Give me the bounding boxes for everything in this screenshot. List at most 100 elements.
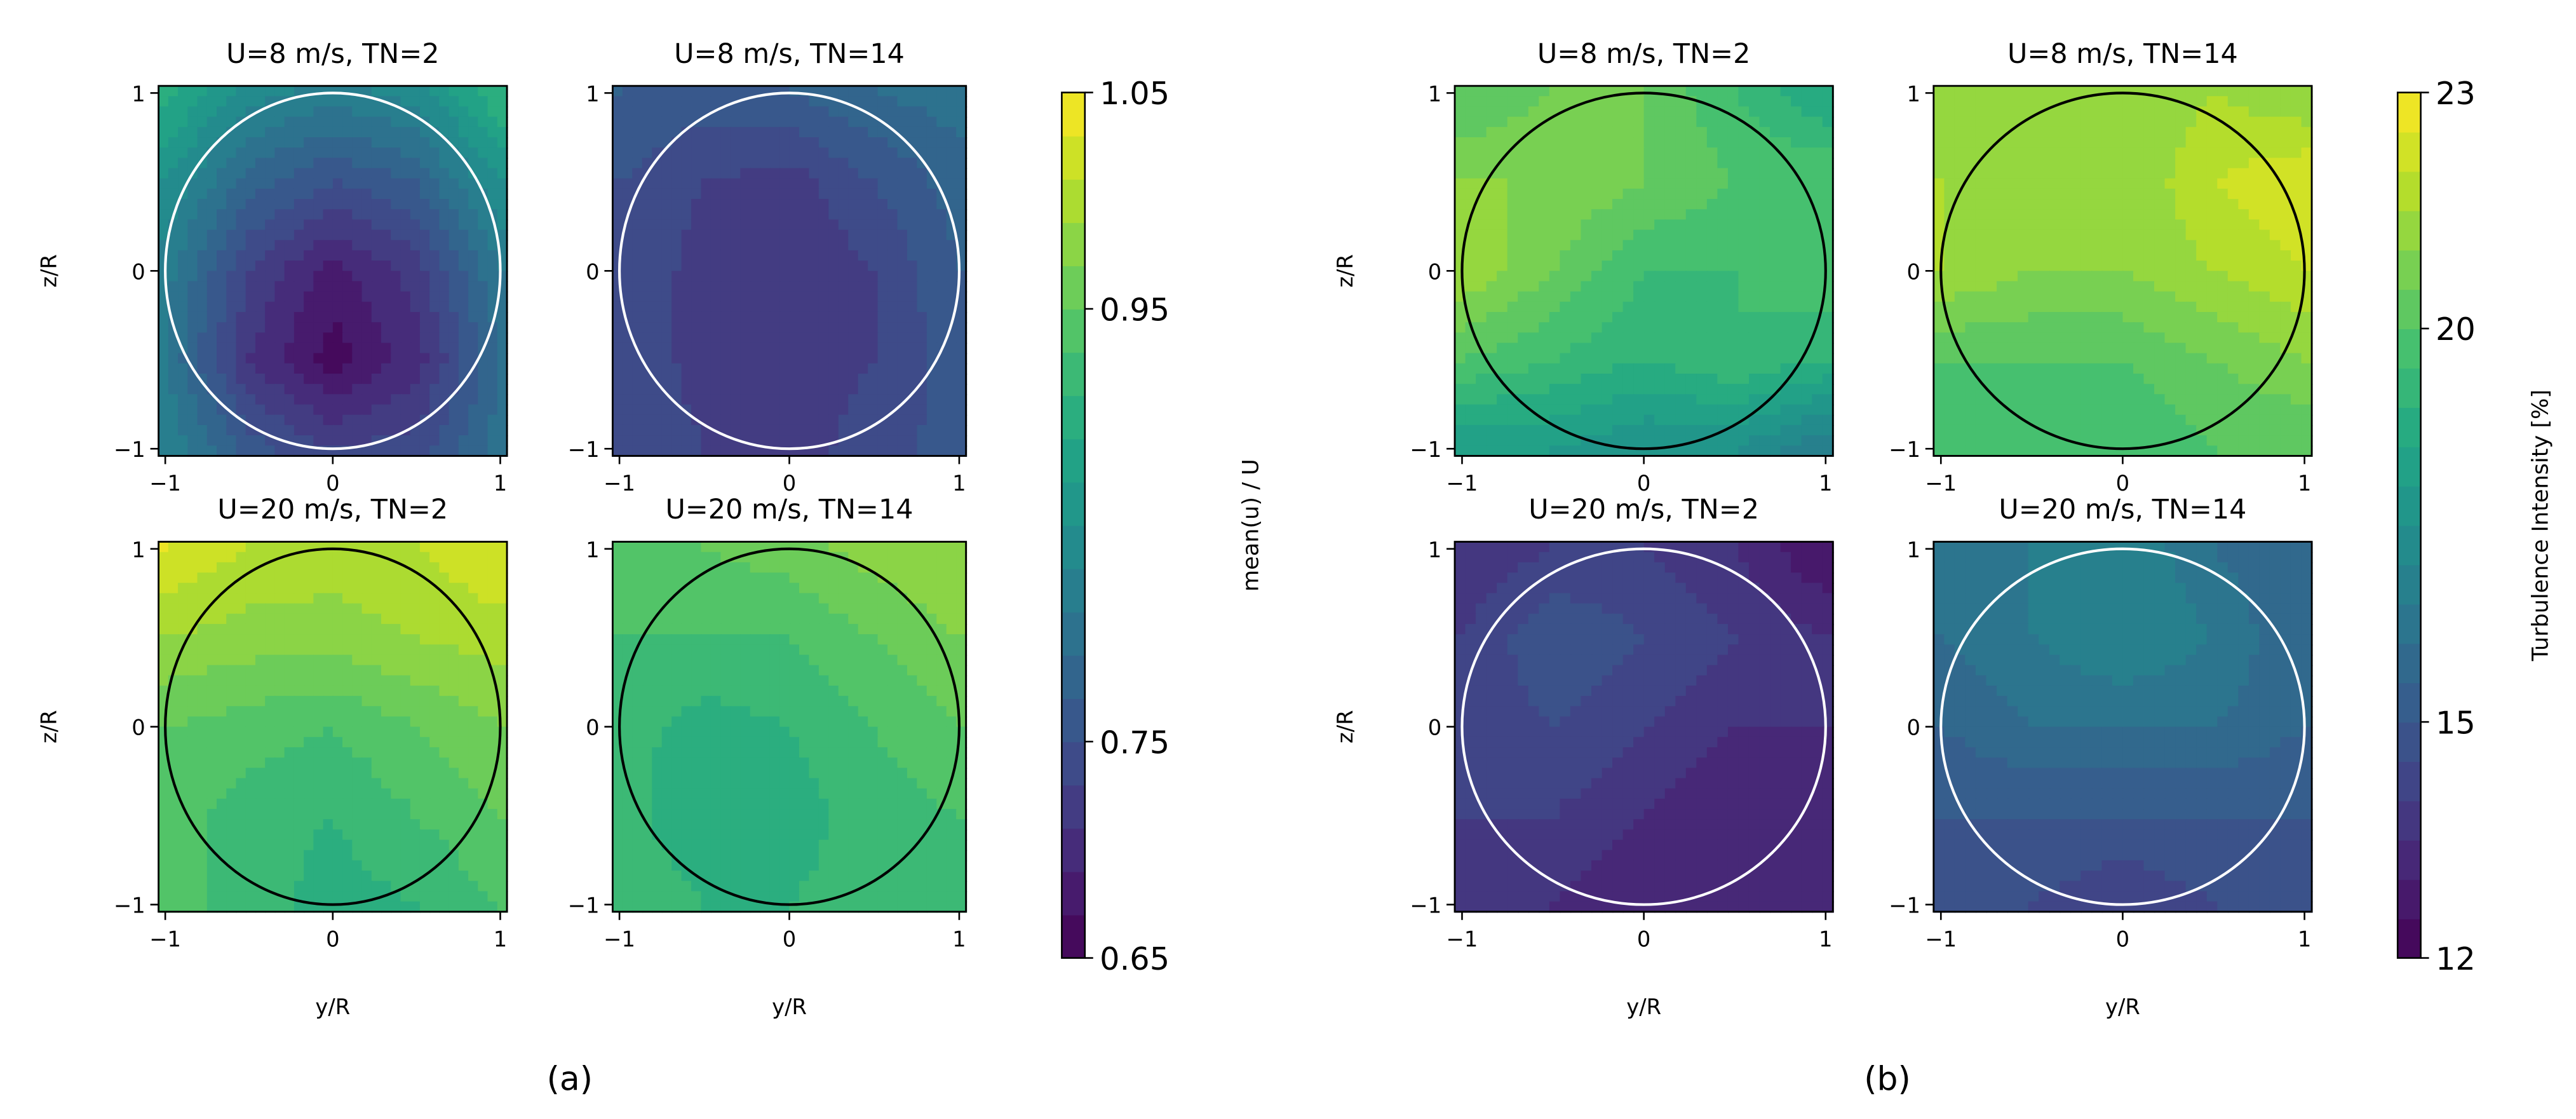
- contour-cell: [907, 829, 918, 841]
- contour-cell: [858, 778, 869, 790]
- contour-cell: [429, 188, 440, 200]
- contour-cell: [352, 675, 363, 687]
- contour-cell: [178, 394, 189, 406]
- contour-cell: [323, 613, 334, 625]
- contour-cell: [410, 219, 421, 231]
- contour-cell: [342, 147, 353, 159]
- contour-cell: [907, 583, 918, 594]
- contour-cell: [400, 342, 412, 355]
- contour-cell: [400, 696, 412, 707]
- contour-cell: [760, 829, 771, 841]
- contour-cell: [323, 768, 334, 780]
- contour-cell: [197, 860, 208, 872]
- contour-cell: [710, 86, 722, 97]
- contour-cell: [178, 541, 189, 553]
- contour-cell: [284, 311, 295, 323]
- contour-cell: [419, 271, 431, 283]
- contour-cell: [868, 374, 879, 385]
- contour-cell: [877, 137, 889, 149]
- contour-cell: [361, 552, 373, 564]
- contour-cell: [419, 736, 431, 749]
- contour-cell: [907, 384, 918, 395]
- contour-cell: [661, 696, 673, 707]
- contour-cell: [410, 209, 421, 220]
- contour-cell: [642, 311, 653, 323]
- contour-cell: [284, 726, 295, 738]
- contour-cell: [332, 394, 344, 406]
- contour-cell: [197, 696, 208, 707]
- contour-cell: [458, 583, 469, 594]
- contour-cell: [701, 250, 712, 262]
- contour-cell: [642, 240, 653, 252]
- contour-cell: [809, 634, 820, 646]
- contour-cell: [361, 562, 373, 574]
- contour-cell: [206, 199, 218, 210]
- contour-cell: [313, 363, 325, 375]
- contour-cell: [458, 778, 469, 790]
- contour-cell: [642, 281, 653, 293]
- contour-cell: [622, 613, 633, 625]
- contour-cell: [429, 573, 440, 584]
- contour-cell: [671, 716, 683, 728]
- contour-cell: [439, 435, 450, 447]
- contour-cell: [838, 736, 849, 749]
- contour-cell: [720, 271, 732, 283]
- contour-cell: [236, 736, 247, 749]
- contour-cell: [439, 757, 450, 769]
- contour-cell: [226, 445, 238, 457]
- contour-cell: [838, 394, 849, 406]
- contour-cell: [236, 374, 247, 385]
- contour-cell: [818, 199, 830, 210]
- contour-cell: [313, 168, 325, 180]
- contour-cell: [946, 374, 957, 385]
- contour-cell: [187, 116, 199, 128]
- contour-cell: [217, 654, 227, 667]
- contour-cell: [400, 809, 412, 820]
- contour-cell: [313, 850, 325, 862]
- contour-cell: [206, 291, 218, 303]
- contour-cell: [265, 291, 276, 303]
- contour-cell: [361, 871, 373, 882]
- contour-cell: [877, 404, 889, 416]
- contour-cell: [313, 229, 325, 241]
- contour-cell: [304, 311, 314, 323]
- contour-cell: [448, 374, 460, 385]
- contour-cell: [274, 665, 286, 677]
- contour-cell: [652, 634, 663, 646]
- contour-cell: [265, 137, 276, 149]
- contour-cell: [691, 685, 703, 697]
- contour-cell: [187, 716, 199, 728]
- contour-cell: [487, 829, 499, 841]
- contour-cell: [701, 541, 712, 553]
- contour-cell: [681, 778, 692, 790]
- contour-cell: [848, 229, 860, 241]
- contour-cell: [187, 188, 199, 200]
- contour-cell: [632, 291, 644, 303]
- contour-cell: [400, 281, 412, 293]
- contour-cell: [789, 541, 800, 553]
- contour-cell: [419, 675, 431, 687]
- contour-cell: [818, 229, 830, 241]
- contour-cell: [779, 384, 791, 395]
- contour-cell: [381, 541, 392, 553]
- contour-cell: [391, 332, 402, 344]
- contour-cell: [245, 199, 257, 210]
- contour-cell: [332, 716, 344, 728]
- contour-cell: [652, 435, 663, 447]
- contour-cell: [887, 593, 899, 605]
- contour-cell: [769, 798, 781, 810]
- contour-cell: [197, 374, 208, 385]
- contour-cell: [255, 573, 266, 584]
- contour-cell: [956, 562, 968, 574]
- contour-cell: [400, 137, 412, 149]
- contour-cell: [236, 768, 247, 780]
- contour-cell: [342, 250, 353, 262]
- contour-cell: [342, 342, 353, 355]
- contour-cell: [926, 86, 938, 97]
- contour-cell: [293, 819, 305, 831]
- contour-cell: [400, 798, 412, 810]
- contour-cell: [740, 583, 752, 594]
- contour-cell: [760, 685, 771, 697]
- contour-cell: [439, 901, 450, 913]
- contour-cell: [352, 757, 363, 769]
